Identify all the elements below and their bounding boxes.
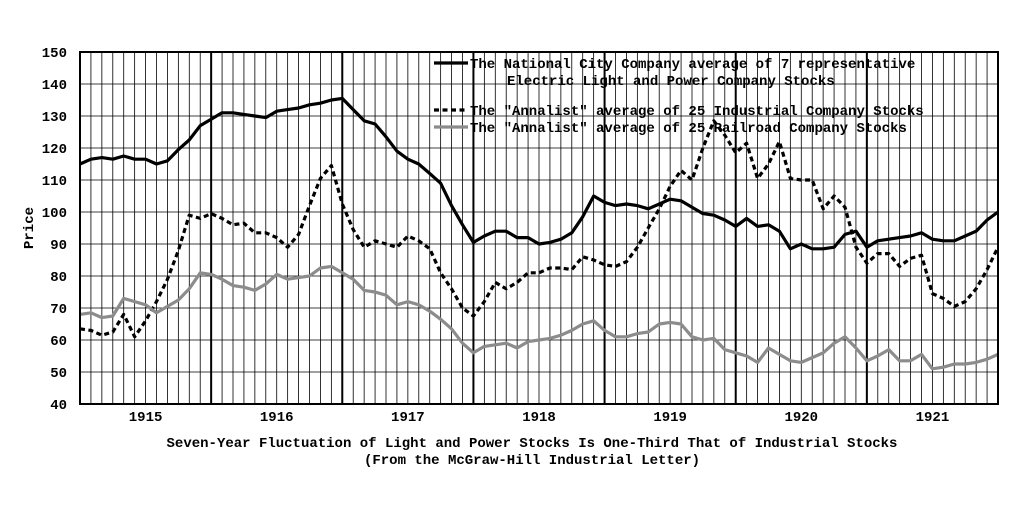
- series-line-1: [79, 119, 1000, 339]
- legend: The National City Company average of 7 r…: [434, 57, 924, 137]
- y-tick-label: 140: [42, 78, 67, 94]
- legend-label-2-0: The "Annalist" average of 25 Railroad Co…: [470, 121, 907, 137]
- chart-caption-line-1: Seven-Year Fluctuation of Light and Powe…: [167, 436, 898, 452]
- series-layer: [79, 96, 1000, 371]
- x-tick-label: 1921: [916, 410, 950, 426]
- y-tick-label: 50: [50, 366, 67, 382]
- y-tick-label: 70: [50, 302, 67, 318]
- x-tick-label: 1918: [522, 410, 556, 426]
- legend-label-0-0: The National City Company average of 7 r…: [470, 57, 915, 73]
- axes: 40 50 60 70 80 90 100 110 120 130 140 150 1915 1916 19…: [42, 46, 999, 426]
- y-tick-label: 40: [50, 398, 67, 414]
- legend-label-1-0: The "Annalist" average of 25 Industrial …: [470, 104, 924, 120]
- chart-caption-line-2: (From the McGraw-Hill Industrial Letter): [364, 453, 700, 469]
- x-tick-label: 1916: [260, 410, 294, 426]
- y-tick-label: 60: [50, 334, 67, 350]
- y-tick-label: 150: [42, 46, 67, 62]
- y-tick-label: 110: [42, 174, 67, 190]
- x-tick-label: 1919: [653, 410, 687, 426]
- x-tick-label: 1915: [129, 410, 163, 426]
- legend-label-0-1: Electric Light and Power Company Stocks: [507, 74, 835, 90]
- x-tick-label: 1917: [391, 410, 425, 426]
- plot-frame: [79, 51, 999, 405]
- x-tick-label: 1920: [784, 410, 818, 426]
- y-axis-title: Price: [22, 207, 38, 249]
- series-line-0: [79, 96, 999, 251]
- y-tick-label: 100: [42, 206, 67, 222]
- series-line-2: [79, 264, 999, 371]
- y-tick-label: 80: [50, 270, 67, 286]
- grid-layer: [80, 52, 998, 404]
- y-tick-label: 130: [42, 110, 67, 126]
- y-tick-label: 90: [50, 238, 67, 254]
- y-tick-label: 120: [42, 142, 67, 158]
